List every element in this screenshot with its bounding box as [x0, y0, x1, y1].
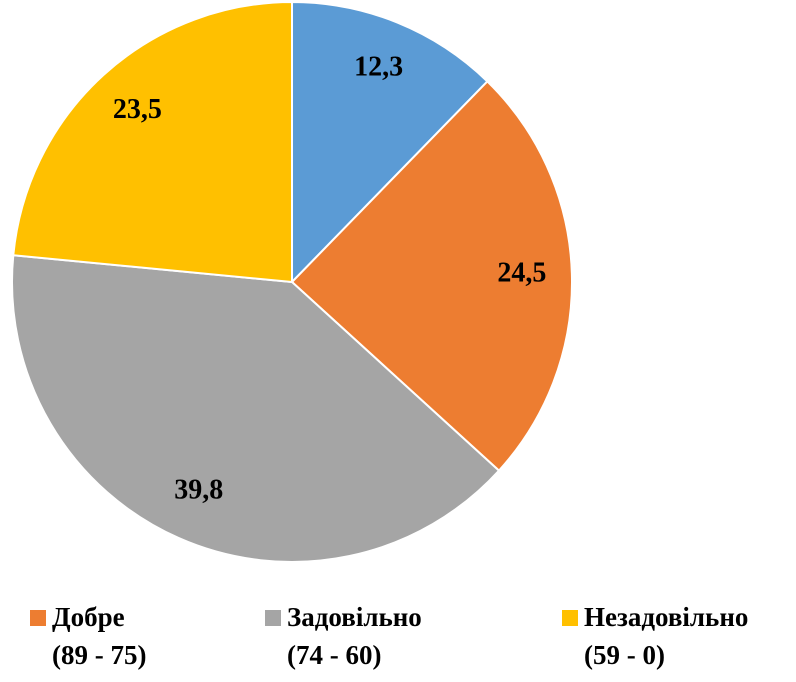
legend-item: Добре (89 - 75) — [30, 598, 146, 674]
slice-label: 23,5 — [113, 94, 162, 125]
legend-swatch — [562, 610, 578, 626]
slice-label: 39,8 — [174, 475, 223, 506]
legend-item: Задовільно (74 - 60) — [265, 598, 422, 674]
chart: 12,3 24,5 39,8 23,5 — [11, 0, 573, 564]
slice-label: 12,3 — [354, 51, 403, 82]
pie-slice — [11, 254, 501, 564]
legend-swatch — [30, 610, 46, 626]
pie-slice — [12, 0, 293, 284]
legend-item: Незадовільно (59 - 0) — [562, 598, 748, 674]
legend-swatch — [265, 610, 281, 626]
slice-label: 24,5 — [497, 258, 546, 289]
pie-slice — [290, 79, 573, 473]
legend-label: Задовільно (74 - 60) — [287, 602, 422, 670]
legend-label: Незадовільно (59 - 0) — [584, 602, 749, 670]
pie-slice — [291, 0, 489, 285]
legend-label: Добре (89 - 75) — [52, 602, 147, 670]
